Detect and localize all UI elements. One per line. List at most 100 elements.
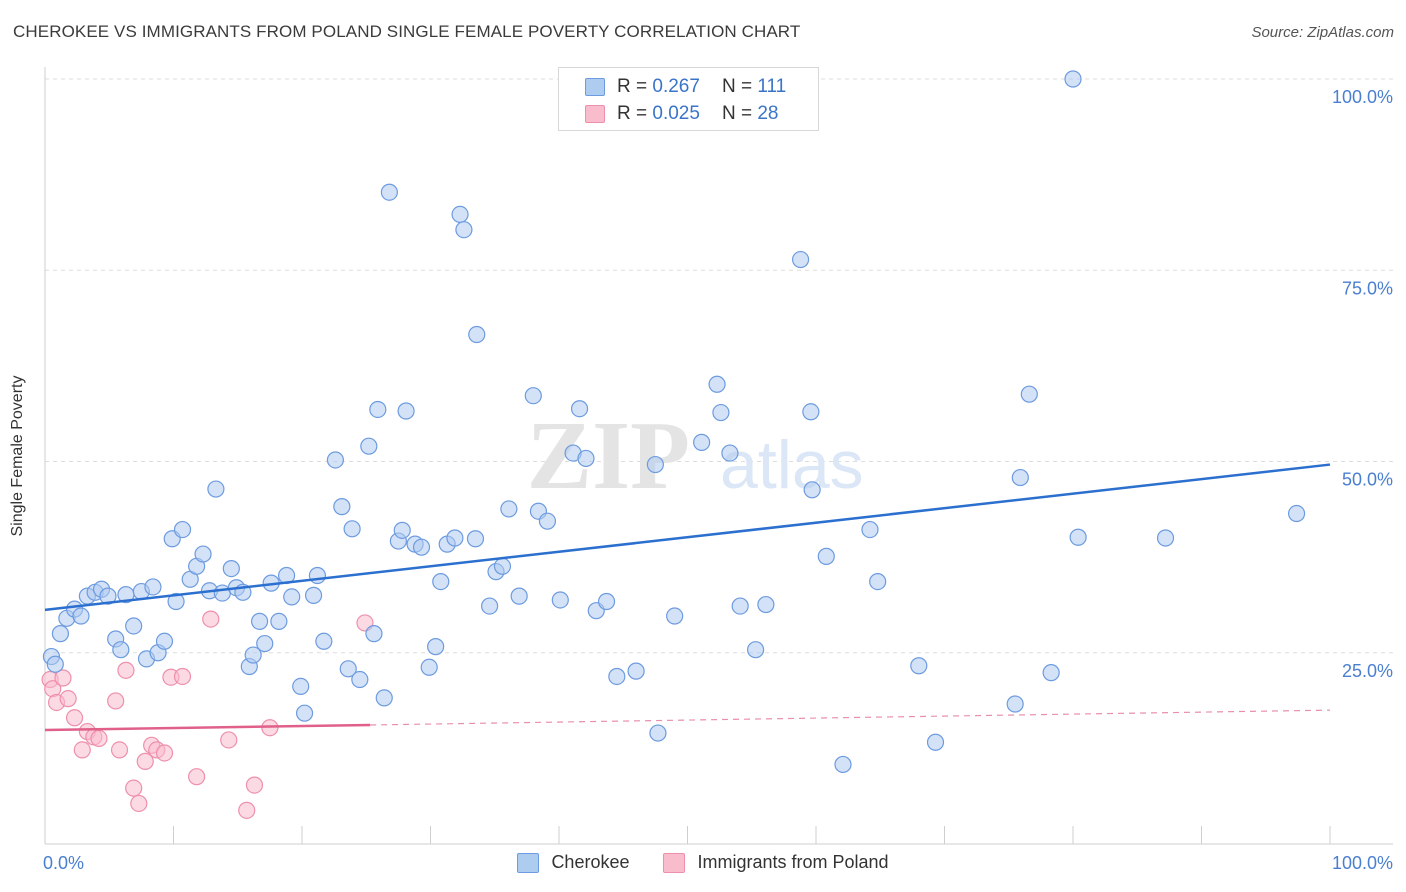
cherokee-point-28 bbox=[222, 559, 240, 578]
chart-title: CHEROKEE VS IMMIGRANTS FROM POLAND SINGL… bbox=[13, 22, 801, 41]
r-label: R = bbox=[617, 76, 648, 97]
series-poland-points bbox=[41, 610, 374, 819]
trend-lines bbox=[44, 463, 1331, 732]
cherokee-point-104 bbox=[1011, 468, 1029, 487]
cherokee-point-86 bbox=[666, 607, 684, 625]
cherokee-point-2 bbox=[51, 625, 70, 643]
poland-point-14 bbox=[130, 794, 148, 813]
poland-legend-swatch bbox=[663, 852, 686, 873]
cherokee-point-18 bbox=[155, 632, 174, 650]
cherokee-point-56 bbox=[397, 402, 415, 420]
cherokee-point-108 bbox=[1069, 528, 1087, 546]
x-tick-label-right: 100.0% bbox=[1332, 853, 1393, 873]
axes bbox=[44, 67, 1393, 845]
series-legend: Cherokee Immigrants from Poland bbox=[0, 852, 1406, 873]
r-label: R = bbox=[617, 103, 648, 124]
cherokee-point-109 bbox=[1156, 529, 1175, 547]
cherokee-point-55 bbox=[393, 521, 411, 539]
watermark-zip: ZIP bbox=[527, 402, 690, 510]
n-value: 28 bbox=[757, 103, 779, 124]
poland-point-22 bbox=[202, 610, 220, 628]
poland-point-18 bbox=[155, 744, 174, 762]
legend-item-poland[interactable]: Immigrants from Poland bbox=[663, 852, 889, 873]
tick-labels: 25.0% 50.0% 75.0% 100.0% 0.0% 100.0% bbox=[43, 87, 1393, 873]
cherokee-point-26 bbox=[207, 480, 225, 498]
poland-point-20 bbox=[173, 667, 192, 686]
cherokee-point-39 bbox=[292, 677, 310, 696]
poland-point-13 bbox=[125, 779, 143, 797]
cherokee-point-1 bbox=[46, 655, 64, 673]
cherokee-point-75 bbox=[538, 512, 557, 530]
cherokee-point-46 bbox=[339, 660, 357, 678]
y-axis-label: Single Female Poverty bbox=[9, 375, 26, 537]
cherokee-point-16 bbox=[144, 578, 162, 596]
cherokee-point-110 bbox=[1287, 504, 1306, 523]
cherokee-point-38 bbox=[283, 588, 301, 606]
cherokee-point-52 bbox=[375, 689, 393, 707]
cherokee-point-71 bbox=[500, 500, 518, 518]
cherokee-point-63 bbox=[446, 529, 464, 547]
cherokee-point-95 bbox=[802, 403, 820, 421]
cherokee-point-34 bbox=[256, 634, 274, 653]
poland-trend-line-solid bbox=[44, 723, 371, 732]
cherokee-point-65 bbox=[455, 221, 473, 239]
watermark-atlas: atlas bbox=[720, 427, 864, 503]
cherokee-point-78 bbox=[570, 400, 589, 418]
cherokee-point-103 bbox=[1006, 695, 1024, 713]
cherokee-point-82 bbox=[608, 667, 626, 686]
cherokee-point-94 bbox=[791, 250, 810, 269]
cherokee-point-58 bbox=[412, 538, 431, 556]
cherokee-point-64 bbox=[451, 205, 469, 224]
cherokee-point-98 bbox=[834, 755, 852, 774]
cherokee-point-48 bbox=[351, 670, 369, 689]
cherokee-point-21 bbox=[173, 520, 192, 539]
cherokee-point-68 bbox=[481, 597, 499, 615]
cherokee-point-66 bbox=[466, 530, 485, 548]
y-tick-label-25: 25.0% bbox=[1342, 661, 1393, 681]
cherokee-point-96 bbox=[803, 481, 821, 499]
cherokee-point-47 bbox=[343, 520, 361, 538]
cherokee-point-97 bbox=[817, 547, 835, 565]
cherokee-swatch bbox=[585, 78, 605, 96]
cherokee-point-44 bbox=[326, 451, 345, 469]
cherokee-point-83 bbox=[627, 662, 645, 680]
poland-point-15 bbox=[136, 752, 154, 770]
cherokee-point-59 bbox=[420, 658, 438, 676]
cherokee-point-100 bbox=[869, 573, 887, 591]
legend-label-cherokee: Cherokee bbox=[551, 852, 630, 872]
cherokee-point-33 bbox=[250, 612, 269, 630]
cherokee-point-79 bbox=[577, 449, 595, 468]
cherokee-point-101 bbox=[910, 657, 928, 675]
poland-point-11 bbox=[110, 741, 129, 759]
cherokee-point-11 bbox=[112, 641, 130, 659]
cherokee-point-93 bbox=[757, 595, 775, 614]
cherokee-point-60 bbox=[427, 638, 445, 656]
cherokee-point-50 bbox=[365, 625, 383, 643]
watermark: ZIP atlas bbox=[527, 402, 864, 510]
n-value: 111 bbox=[757, 76, 787, 97]
cherokee-point-92 bbox=[747, 641, 765, 659]
y-tick-label-50: 50.0% bbox=[1342, 470, 1393, 490]
cherokee-point-42 bbox=[308, 566, 327, 585]
poland-point-9 bbox=[90, 729, 108, 748]
cherokee-point-90 bbox=[721, 444, 739, 462]
cherokee-point-20 bbox=[167, 592, 185, 611]
legend-item-cherokee[interactable]: Cherokee bbox=[517, 852, 629, 873]
cherokee-point-89 bbox=[712, 403, 730, 422]
cherokee-point-49 bbox=[360, 437, 378, 455]
poland-swatch bbox=[585, 105, 605, 123]
poland-point-23 bbox=[220, 731, 238, 749]
poland-point-25 bbox=[245, 776, 264, 794]
x-tick-label-left: 0.0% bbox=[43, 853, 84, 873]
cherokee-point-85 bbox=[649, 724, 667, 742]
poland-trend-line-dashed bbox=[370, 709, 1331, 726]
poland-point-5 bbox=[65, 709, 84, 727]
y-tick-label-100: 100.0% bbox=[1332, 87, 1393, 107]
cherokee-point-81 bbox=[597, 592, 616, 611]
cherokee-point-45 bbox=[333, 498, 351, 516]
cherokee-point-40 bbox=[295, 704, 314, 722]
cherokee-trend-line bbox=[44, 463, 1331, 612]
cherokee-point-61 bbox=[432, 573, 450, 591]
cherokee-point-106 bbox=[1042, 664, 1060, 682]
